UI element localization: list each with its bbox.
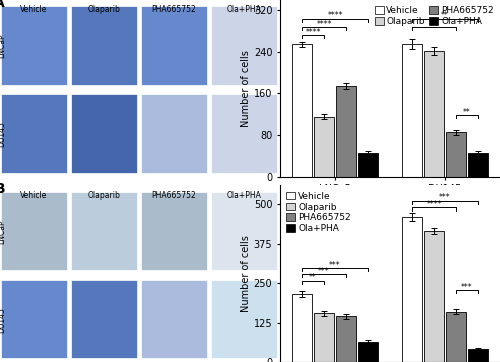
- Text: Vehicle: Vehicle: [20, 5, 48, 14]
- Bar: [446, 312, 466, 362]
- Text: **: **: [309, 273, 317, 282]
- Text: PHA665752: PHA665752: [151, 191, 196, 200]
- Text: DU145: DU145: [0, 121, 6, 147]
- Text: Vehicle: Vehicle: [20, 191, 48, 200]
- Text: **: **: [463, 108, 471, 117]
- FancyBboxPatch shape: [2, 280, 67, 358]
- Bar: [468, 153, 488, 177]
- Text: ***: ***: [318, 267, 330, 276]
- Bar: [358, 341, 378, 362]
- Text: Olaparib: Olaparib: [87, 191, 120, 200]
- Text: **: **: [441, 11, 449, 20]
- Legend: Vehicle, Olaparib, PHA665752, Ola+PHA: Vehicle, Olaparib, PHA665752, Ola+PHA: [373, 4, 496, 28]
- Text: ****: ****: [305, 28, 321, 37]
- Bar: [446, 132, 466, 177]
- Bar: [336, 86, 356, 177]
- FancyBboxPatch shape: [72, 191, 137, 270]
- FancyBboxPatch shape: [72, 94, 137, 173]
- Bar: [314, 117, 334, 177]
- FancyBboxPatch shape: [72, 280, 137, 358]
- Text: Ola+PHA: Ola+PHA: [226, 191, 261, 200]
- Text: B: B: [0, 182, 5, 196]
- Text: LNCaP: LNCaP: [0, 219, 6, 244]
- Text: **: **: [430, 20, 438, 29]
- Text: ***: ***: [329, 261, 341, 270]
- Text: PHA665752: PHA665752: [151, 5, 196, 14]
- FancyBboxPatch shape: [212, 94, 277, 173]
- Text: Ola+PHA: Ola+PHA: [226, 5, 261, 14]
- Text: ****: ****: [426, 200, 442, 209]
- Text: ****: ****: [316, 20, 332, 29]
- FancyBboxPatch shape: [2, 191, 67, 270]
- Bar: [292, 294, 312, 362]
- FancyBboxPatch shape: [212, 280, 277, 358]
- FancyBboxPatch shape: [72, 6, 137, 85]
- FancyBboxPatch shape: [212, 6, 277, 85]
- Bar: [292, 44, 312, 177]
- FancyBboxPatch shape: [142, 280, 207, 358]
- Y-axis label: Number of cells: Number of cells: [241, 235, 251, 312]
- Text: ***: ***: [461, 283, 473, 292]
- Text: ****: ****: [327, 11, 343, 20]
- Bar: [424, 231, 444, 362]
- Text: LNCaP: LNCaP: [0, 34, 6, 58]
- Legend: Vehicle, Olaparib, PHA665752, Ola+PHA: Vehicle, Olaparib, PHA665752, Ola+PHA: [284, 190, 352, 235]
- Bar: [468, 349, 488, 362]
- Text: DU145: DU145: [0, 307, 6, 333]
- Text: A: A: [0, 0, 5, 10]
- FancyBboxPatch shape: [142, 191, 207, 270]
- Text: ***: ***: [439, 193, 451, 202]
- Y-axis label: Number of cells: Number of cells: [241, 50, 251, 127]
- FancyBboxPatch shape: [142, 94, 207, 173]
- Text: Olaparib: Olaparib: [87, 5, 120, 14]
- Bar: [314, 313, 334, 362]
- FancyBboxPatch shape: [2, 6, 67, 85]
- Bar: [402, 217, 422, 362]
- Bar: [402, 44, 422, 177]
- FancyBboxPatch shape: [212, 191, 277, 270]
- Bar: [424, 51, 444, 177]
- FancyBboxPatch shape: [142, 6, 207, 85]
- FancyBboxPatch shape: [2, 94, 67, 173]
- Bar: [336, 316, 356, 362]
- Bar: [358, 153, 378, 177]
